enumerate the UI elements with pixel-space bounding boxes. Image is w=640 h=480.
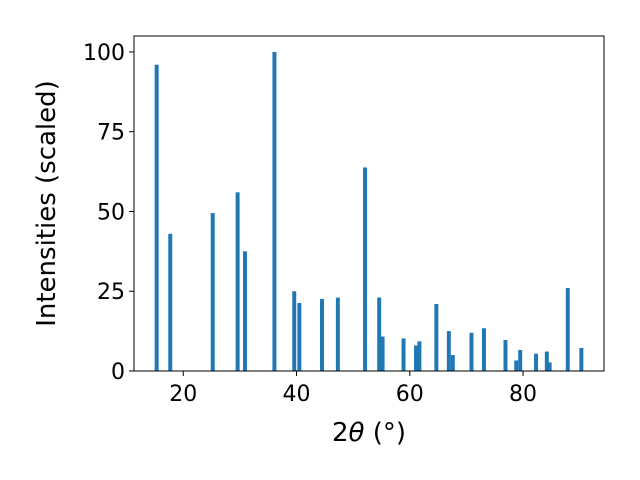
bar [417,341,422,371]
bar [450,355,455,371]
y-tick-label: 25 [97,280,125,305]
bar [414,345,418,371]
bar [446,331,451,371]
x-axis-label: 2θ (°) [332,418,406,448]
bar [292,291,297,371]
x-tick-label: 80 [509,382,537,407]
bar [297,303,302,371]
bar [363,167,368,371]
bar [534,353,539,371]
bar [272,51,277,371]
bar [434,304,439,371]
x-tick-label: 60 [396,382,424,407]
bar [320,298,324,371]
y-axis-label: Intensities (scaled) [32,80,62,327]
bar [401,338,406,371]
x-axis: 20 40 60 80 [169,371,537,407]
bar [168,233,173,371]
y-axis: 0 25 50 75 100 [83,41,134,385]
y-tick-label: 50 [97,200,125,225]
bar [503,340,508,371]
bar [235,192,240,371]
bar [335,297,340,371]
bar [579,348,584,371]
bar [154,64,159,372]
y-tick-label: 0 [111,360,125,385]
bars [154,51,584,372]
x-tick-label: 20 [169,382,197,407]
bar [481,328,486,371]
x-tick-label: 40 [283,382,311,407]
bar [547,362,552,371]
bar [469,332,474,371]
bar [544,351,549,371]
bar [380,336,385,371]
bar [377,297,382,371]
bar [243,251,247,371]
y-tick-label: 100 [83,41,125,66]
bar [210,213,215,371]
y-tick-label: 75 [97,121,125,146]
bar [514,360,519,371]
bar [565,288,570,371]
plot-frame [133,35,605,372]
bar [518,349,523,371]
